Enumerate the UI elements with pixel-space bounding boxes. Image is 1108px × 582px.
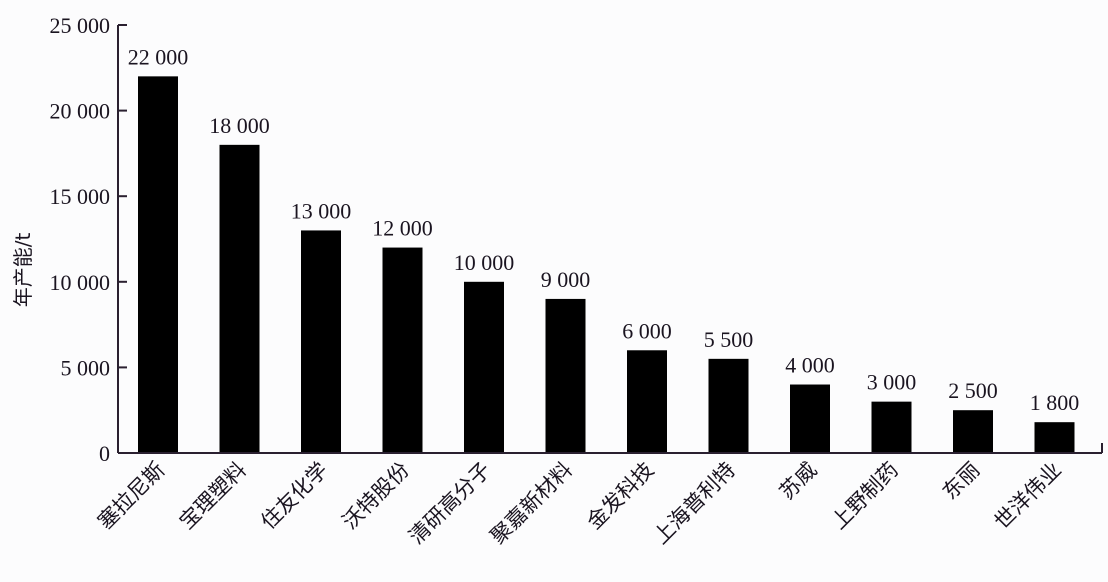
bar-value-label: 18 000 — [209, 113, 270, 138]
x-category-label: 上海普利特 — [649, 458, 740, 549]
x-category-label: 住友化学 — [256, 458, 332, 534]
bar — [871, 401, 912, 453]
bar-value-label: 9 000 — [541, 267, 591, 292]
y-tick-label: 20 000 — [50, 99, 111, 124]
y-tick-label: 5 000 — [61, 355, 111, 380]
bar — [464, 281, 504, 453]
x-category-label: 世洋伟业 — [990, 458, 1066, 534]
x-category-label: 金发科技 — [582, 458, 658, 534]
y-tick-label: 10 000 — [50, 270, 111, 295]
x-category-label: 东丽 — [938, 458, 985, 505]
x-category-label: 聚嘉新材料 — [486, 458, 577, 549]
x-category-label: 清研高分子 — [404, 458, 495, 549]
bar — [545, 298, 586, 453]
bar-value-label: 4 000 — [785, 353, 835, 378]
bar-value-label: 13 000 — [291, 198, 352, 223]
bar-value-label: 5 500 — [704, 327, 754, 352]
x-category-label: 宝理塑料 — [175, 458, 251, 534]
bar — [790, 384, 830, 453]
x-category-label: 上野制药 — [827, 458, 903, 534]
bar — [627, 350, 667, 453]
bars: 22 000 18 000 13 000 12 000 10 000 9 000 6 000… — [128, 44, 1080, 454]
bar-value-label: 10 000 — [454, 250, 515, 275]
bar-value-label: 1 800 — [1030, 390, 1080, 415]
bar-value-label: 12 000 — [372, 216, 433, 241]
bar — [138, 76, 178, 454]
y-axis-label: 年产能/t — [11, 233, 35, 308]
bar — [219, 144, 260, 453]
bar — [382, 247, 423, 453]
y-tick-label: 0 — [99, 441, 110, 466]
bar — [301, 230, 341, 453]
bar-value-label: 22 000 — [128, 44, 189, 69]
y-tick-label: 15 000 — [50, 184, 111, 209]
x-category-label: 苏威 — [775, 458, 822, 505]
x-category-label: 沃特股份 — [338, 458, 414, 534]
x-category-label: 塞拉尼斯 — [93, 458, 169, 534]
bar-value-label: 3 000 — [867, 370, 917, 395]
y-tick-label: 25 000 — [50, 13, 111, 38]
bar — [708, 358, 749, 453]
bar — [953, 410, 993, 453]
y-axis: 0 5 000 10 000 15 000 20 000 25 000 — [50, 13, 127, 466]
bar — [1034, 422, 1075, 453]
bar-value-label: 6 000 — [622, 318, 672, 343]
bar-value-label: 2 500 — [948, 378, 998, 403]
